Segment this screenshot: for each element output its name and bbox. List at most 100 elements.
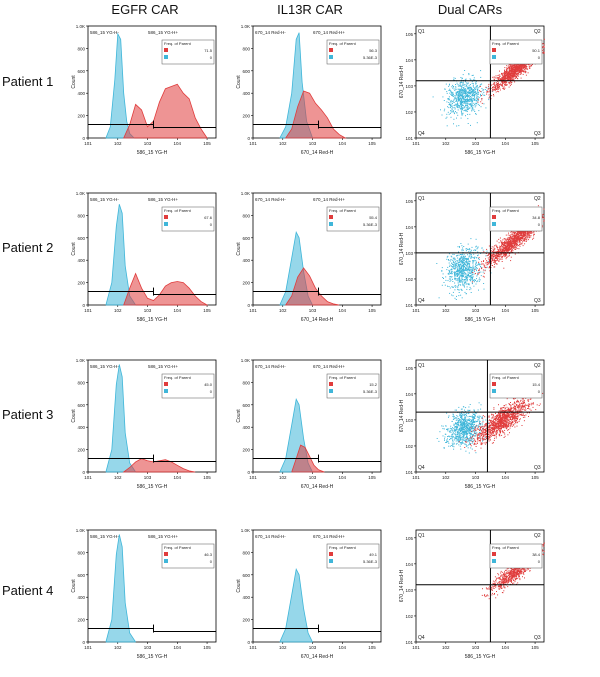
- point-negative: [459, 264, 460, 265]
- point-negative: [464, 285, 465, 286]
- point-negative: [466, 82, 467, 83]
- legend-title: Freq. of Parent: [329, 208, 357, 213]
- point-negative: [455, 105, 456, 106]
- point-negative: [449, 286, 450, 287]
- x-tick-label: 102: [279, 475, 287, 480]
- point-positive: [495, 257, 496, 258]
- point-negative: [447, 106, 448, 107]
- point-positive: [496, 257, 497, 258]
- point-positive: [493, 254, 494, 255]
- point-negative: [466, 101, 467, 102]
- point-negative: [476, 86, 477, 87]
- point-negative: [474, 95, 475, 96]
- point-negative: [464, 89, 465, 90]
- point-negative: [462, 275, 463, 276]
- point-positive: [523, 245, 524, 246]
- point-positive: [491, 95, 492, 96]
- point-negative: [457, 278, 458, 279]
- point-positive: [488, 98, 489, 99]
- point-negative: [444, 109, 445, 110]
- point-positive: [511, 66, 512, 67]
- point-negative: [470, 125, 471, 126]
- point-positive: [485, 87, 486, 88]
- point-positive: [517, 68, 518, 69]
- point-negative: [451, 272, 452, 273]
- point-positive: [511, 244, 512, 245]
- point-negative: [478, 94, 479, 95]
- point-positive: [511, 250, 512, 251]
- point-positive: [515, 232, 516, 233]
- point-negative: [472, 270, 473, 271]
- point-negative: [479, 402, 480, 403]
- point-negative: [471, 250, 472, 251]
- point-negative: [462, 249, 463, 250]
- point-positive: [533, 232, 534, 233]
- point-positive: [502, 82, 503, 83]
- y-tick-label: 102: [405, 110, 413, 115]
- point-negative: [442, 267, 443, 268]
- quadrant-q1-label: Q1: [418, 196, 425, 202]
- point-negative: [445, 434, 446, 435]
- point-positive: [495, 255, 496, 256]
- point-positive: [509, 69, 510, 70]
- point-negative: [464, 99, 465, 100]
- point-negative: [446, 84, 447, 85]
- x-tick-label: 105: [368, 141, 376, 146]
- point-positive: [505, 244, 506, 245]
- y-axis-label: Count: [236, 242, 242, 256]
- point-negative: [456, 118, 457, 119]
- point-negative: [468, 268, 469, 269]
- point-positive: [515, 73, 516, 74]
- point-negative: [461, 118, 462, 119]
- point-negative: [469, 264, 470, 265]
- x-tick-label: 103: [144, 475, 152, 480]
- point-positive: [543, 209, 544, 210]
- legend-swatch-positive: [329, 215, 333, 219]
- point-negative: [444, 437, 445, 438]
- gate-negative-label: 586_15 YG-H-: [90, 197, 119, 202]
- point-negative: [453, 101, 454, 102]
- point-negative: [464, 279, 465, 280]
- point-positive: [519, 236, 520, 237]
- point-negative: [475, 106, 476, 107]
- point-negative: [463, 83, 464, 84]
- point-positive: [506, 257, 507, 258]
- y-tick-label: 800: [242, 46, 250, 51]
- point-positive: [525, 238, 526, 239]
- point-negative: [446, 413, 447, 414]
- y-tick-label: 400: [242, 91, 250, 96]
- point-negative: [477, 281, 478, 282]
- point-negative: [457, 255, 458, 256]
- histogram-positive: [124, 459, 196, 472]
- point-negative: [451, 110, 452, 111]
- point-negative: [464, 283, 465, 284]
- point-positive: [505, 76, 506, 77]
- legend-swatch-negative: [164, 222, 168, 226]
- point-negative: [480, 77, 481, 78]
- point-negative: [461, 112, 462, 113]
- point-negative: [465, 407, 466, 408]
- point-positive: [530, 237, 531, 238]
- point-positive: [493, 90, 494, 91]
- point-negative: [465, 268, 466, 269]
- point-negative: [474, 88, 475, 89]
- point-negative: [465, 282, 466, 283]
- point-positive: [510, 85, 511, 86]
- legend-title: Freq. of Parent: [329, 375, 357, 380]
- point-negative: [476, 100, 477, 101]
- point-positive: [500, 246, 501, 247]
- point-negative: [465, 81, 466, 82]
- x-tick-label: 102: [279, 308, 287, 313]
- point-negative: [458, 97, 459, 98]
- gate-negative-label: 670_14 Red-H-: [255, 197, 286, 202]
- point-negative: [446, 101, 447, 102]
- point-negative: [461, 103, 462, 104]
- point-negative: [483, 103, 484, 104]
- point-negative: [470, 270, 471, 271]
- point-negative: [458, 265, 459, 266]
- point-negative: [450, 94, 451, 95]
- point-negative: [469, 279, 470, 280]
- point-negative: [470, 99, 471, 100]
